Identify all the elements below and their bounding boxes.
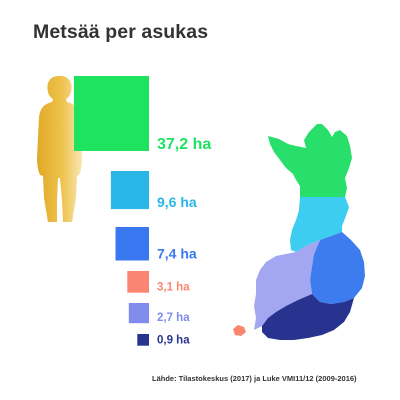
source-note: Lähde: Tilastokeskus (2017) ja Luke VMI1…: [152, 374, 357, 383]
value-labels-group: 37,2 ha 9,6 ha 7,4 ha 3,1 ha 2,7 ha 0,9 ha: [157, 136, 211, 347]
map-region-north: [268, 124, 352, 197]
value-label-3: 3,1 ha: [157, 282, 190, 294]
value-label-4: 2,7 ha: [157, 312, 190, 324]
bar-1: [110, 171, 149, 210]
bar-2: [115, 227, 149, 261]
value-label-5: 0,9 ha: [157, 335, 190, 347]
bars-group: [74, 76, 149, 346]
bar-4: [128, 303, 149, 324]
map-region-aland: [233, 325, 246, 336]
bar-0: [74, 76, 149, 151]
bar-3: [127, 271, 149, 293]
map-region-east: [310, 232, 365, 304]
chart-title: Metsää per asukas: [33, 21, 209, 43]
map-region-south: [262, 294, 354, 340]
value-label-2: 7,4 ha: [157, 246, 197, 262]
bar-5: [137, 334, 149, 346]
map-region-west-central: [290, 197, 349, 252]
value-label-1: 9,6 ha: [157, 194, 197, 210]
finland-map: [233, 124, 365, 340]
map-region-southwest: [254, 240, 320, 330]
person-silhouette-icon: [37, 76, 82, 222]
value-label-0: 37,2 ha: [157, 136, 211, 153]
